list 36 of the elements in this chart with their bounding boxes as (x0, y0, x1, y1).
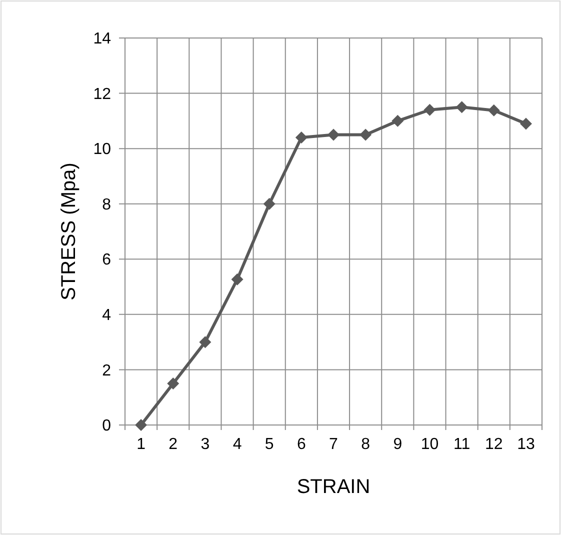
point (167, 378, 180, 390)
y-axis-title: STRESS (Mpa) (58, 162, 80, 300)
x-tick-label: 6 (296, 436, 306, 453)
point (135, 419, 148, 431)
x-tick-label: 2 (168, 436, 178, 453)
x-tick-label: 8 (361, 436, 370, 453)
point (488, 104, 500, 116)
y-tick-label: 0 (102, 418, 112, 435)
point (424, 104, 436, 116)
point (231, 273, 244, 286)
x-tick-label: 3 (200, 436, 210, 453)
y-tick-label: 14 (93, 30, 112, 48)
x-tick-label: 9 (393, 436, 402, 453)
point (328, 128, 340, 141)
y-tick-label: 12 (93, 86, 112, 103)
x-tick-label: 12 (484, 436, 503, 453)
x-tick-label: 1 (136, 436, 146, 453)
y-tick-label: 2 (102, 362, 112, 380)
point (392, 114, 404, 127)
x-tick-label: 4 (232, 436, 242, 453)
point (360, 128, 372, 141)
x-tick-label: 5 (264, 436, 274, 453)
point (456, 101, 468, 114)
x-tick-label: 7 (329, 436, 338, 453)
point (199, 336, 212, 348)
x-tick-label: 10 (420, 436, 439, 453)
x-tick-label: 11 (454, 436, 470, 453)
x-tick-label: 13 (517, 436, 535, 453)
point (520, 118, 532, 130)
point (263, 198, 276, 210)
point (295, 132, 308, 144)
y-tick-label: 6 (102, 252, 112, 269)
x-axis-title: STRAIN (296, 476, 370, 498)
y-tick-label: 8 (102, 196, 112, 214)
y-tick-label: 10 (93, 141, 112, 158)
y-tick-label: 4 (102, 307, 112, 324)
